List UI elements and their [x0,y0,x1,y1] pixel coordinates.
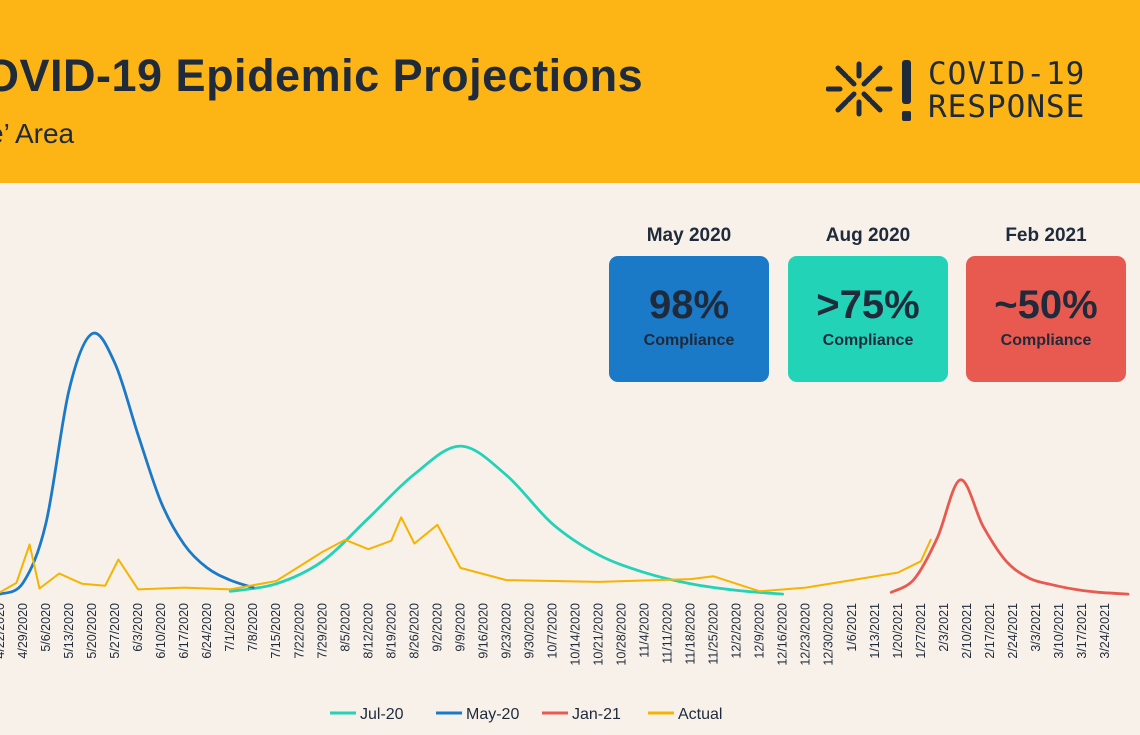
x-tick-label: 2/3/2021 [937,603,951,652]
x-tick-label: 6/3/2020 [131,603,145,652]
x-tick-label: 2/10/2021 [960,603,974,659]
x-tick-label: 12/16/2020 [776,603,790,666]
x-tick-label: 7/29/2020 [315,603,329,659]
x-tick-label: 4/29/2020 [16,603,30,659]
header-banner: OVID-19 Epidemic Projections e’ Area COV… [0,0,1140,183]
x-tick-label: 12/9/2020 [753,603,767,659]
x-tick-label: 3/17/2021 [1075,603,1089,659]
series-line-jan-21 [889,478,1130,596]
compliance-card-may: May 2020 98% Compliance [609,222,769,382]
series-line-may-20 [0,331,255,596]
x-tick-label: 7/22/2020 [292,603,306,659]
x-tick-label: 1/20/2021 [891,603,905,659]
card-heading: Feb 2021 [1005,225,1087,246]
card-label: Compliance [1000,332,1092,349]
x-tick-label: 4/22/2020 [0,603,7,659]
x-tick-label: 10/7/2020 [545,603,559,659]
x-tick-label: 9/9/2020 [453,603,467,652]
compliance-card-aug: Aug 2020 >75% Compliance [788,222,948,382]
x-tick-label: 5/20/2020 [85,603,99,659]
x-tick-label: 1/6/2021 [845,603,859,652]
x-tick-label: 11/25/2020 [707,603,721,665]
x-tick-label: 7/15/2020 [269,603,283,659]
x-tick-label: 11/11/2020 [661,603,675,664]
card-box: ~50% Compliance [966,256,1126,382]
legend-label: Jul-20 [360,706,404,723]
asterisk-logo-icon [825,60,911,121]
x-tick-label: 6/10/2020 [154,603,168,659]
x-tick-label: 5/13/2020 [62,603,76,659]
x-tick-label: 6/17/2020 [177,603,191,659]
x-tick-label: 8/5/2020 [338,603,352,652]
page-subtitle: e’ Area [0,118,75,149]
x-tick-label: 12/30/2020 [822,603,836,666]
card-value: 98% [648,283,730,327]
x-tick-label: 8/26/2020 [407,603,421,659]
x-tick-label: 12/23/2020 [799,603,813,666]
series-line-actual [0,516,932,594]
logo-line-1: COVID-19 [928,56,1086,92]
x-tick-label: 7/1/2020 [223,603,237,652]
x-tick-label: 8/12/2020 [361,603,375,659]
projection-chart: 4/22/2020 4/29/2020 5/6/2020 5/13/2020 5/20/… [0,331,1130,723]
x-tick-label: 1/27/2021 [914,603,928,659]
card-label: Compliance [643,332,735,349]
x-tick-label: 9/23/2020 [499,603,513,659]
x-tick-label: 9/30/2020 [522,603,536,659]
x-tick-label: 2/17/2021 [983,603,997,659]
legend-label: Actual [678,706,722,723]
x-tick-label: 9/2/2020 [430,603,444,652]
legend-label: May-20 [466,706,519,723]
card-box: 98% Compliance [609,256,769,382]
x-tick-label: 9/16/2020 [476,603,490,659]
x-tick-label: 3/3/2021 [1029,603,1043,652]
x-tick-label: 11/18/2020 [684,603,698,665]
x-tick-label: 3/10/2021 [1052,603,1066,659]
logo-line-2: RESPONSE [928,89,1086,125]
card-label: Compliance [822,332,914,349]
x-tick-label: 10/28/2020 [615,603,629,666]
x-tick-label: 2/24/2021 [1006,603,1020,659]
page-title: OVID-19 Epidemic Projections [0,50,644,101]
x-tick-label: 5/6/2020 [39,603,53,652]
x-tick-label: 10/21/2020 [592,603,606,666]
card-value: >75% [816,283,920,327]
x-tick-label: 3/24/2021 [1098,603,1112,659]
x-tick-label: 12/2/2020 [730,603,744,659]
legend-label: Jan-21 [572,706,621,723]
x-tick-label: 10/14/2020 [569,603,583,666]
x-tick-label: 8/19/2020 [384,603,398,659]
x-tick-label: 6/24/2020 [200,603,214,659]
x-tick-label: 7/8/2020 [246,603,260,652]
x-tick-label: 5/27/2020 [108,603,122,659]
series-line-jul-20 [228,444,785,596]
x-tick-label: 11/4/2020 [638,603,652,658]
compliance-card-feb: Feb 2021 ~50% Compliance [966,222,1126,382]
card-value: ~50% [994,283,1098,327]
x-tick-label: 1/13/2021 [868,603,882,659]
card-heading: Aug 2020 [825,225,911,246]
card-heading: May 2020 [646,225,732,246]
card-box: >75% Compliance [788,256,948,382]
covid-response-logo: COVID-19 RESPONSE [825,56,1116,128]
